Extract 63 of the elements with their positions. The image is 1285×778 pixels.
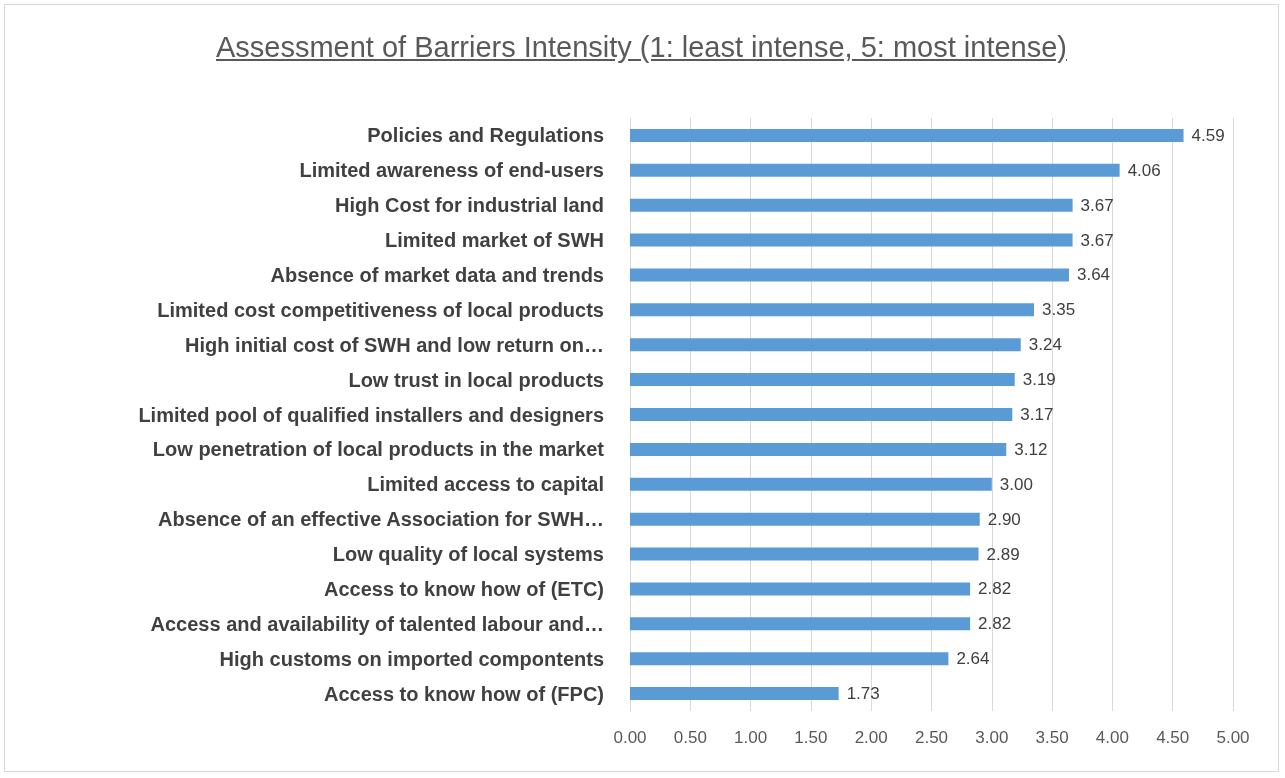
bar	[630, 512, 980, 526]
bar	[630, 303, 1035, 317]
y-tick-label: Limited access to capital	[367, 473, 604, 496]
bar	[630, 163, 1120, 177]
data-label: 2.82	[978, 614, 1012, 634]
y-tick-label: High initial cost of SWH and low return on…	[185, 333, 604, 356]
data-label: 2.64	[956, 649, 990, 669]
y-tick-label: High Cost for industrial land	[335, 194, 604, 217]
x-tick-label: 3.50	[1035, 728, 1069, 747]
x-tick-label: 1.50	[794, 728, 828, 747]
y-tick-label: Absence of an effective Association for SWH…	[157, 508, 604, 531]
bar	[630, 617, 971, 631]
x-tick-label: 2.50	[914, 728, 949, 747]
bar	[630, 338, 1021, 352]
y-tick-label: Access to know how of (FPC)	[323, 682, 604, 705]
data-label: 2.82	[978, 579, 1012, 599]
data-label: 3.12	[1014, 439, 1048, 459]
data-label: 4.59	[1191, 125, 1225, 145]
y-tick-label: Policies and Regulations	[367, 124, 604, 147]
x-tick-label: 3.00	[975, 728, 1009, 747]
x-tick-label: 2.00	[854, 728, 888, 747]
y-tick-label: Limited cost competitiveness of local products	[157, 298, 604, 321]
y-tick-label: Limited market of SWH	[385, 229, 604, 252]
x-tick-label: 5.00	[1216, 728, 1250, 747]
bar	[630, 547, 979, 561]
y-tick-label: High customs on imported compontents	[219, 647, 604, 670]
bar	[630, 652, 949, 666]
data-label: 2.90	[987, 509, 1021, 529]
data-label: 1.73	[846, 684, 880, 704]
x-tick-label: 0.50	[673, 728, 707, 747]
bar	[630, 582, 971, 596]
data-label: 3.17	[1020, 405, 1054, 424]
data-label: 3.67	[1080, 195, 1114, 215]
bar	[630, 442, 1007, 456]
bar	[630, 233, 1073, 247]
chart-title: Assessment of Barriers Intensity (1: least intense, 5: most intense)	[215, 31, 1068, 64]
y-tick-label: Low trust in local products	[348, 368, 604, 391]
data-label: 3.19	[1022, 370, 1056, 390]
x-tick-label: 4.00	[1095, 728, 1129, 747]
bar	[630, 408, 1013, 421]
bar	[630, 477, 992, 491]
data-label: 3.24	[1028, 335, 1062, 355]
y-tick-label: Low penetration of local products in the market	[152, 438, 605, 461]
data-label: 3.67	[1080, 230, 1114, 250]
y-tick-label: Limited awareness of end-users	[299, 159, 604, 182]
bar	[630, 198, 1073, 212]
x-tick-label: 0.00	[613, 728, 647, 747]
y-tick-label: Limited pool of qualified installers and designers	[138, 403, 604, 426]
x-tick-label: 1.00	[734, 728, 768, 747]
y-tick-label: Absence of market data and trends	[270, 263, 604, 286]
y-tick-label: Access and availability of talented labour and…	[150, 612, 604, 635]
data-label: 3.64	[1076, 265, 1111, 285]
data-label: 2.89	[986, 544, 1020, 564]
bar	[630, 268, 1069, 282]
y-tick-label: Access to know how of (ETC)	[323, 577, 604, 600]
bar	[630, 373, 1015, 387]
bar	[630, 687, 839, 701]
data-label: 4.06	[1127, 160, 1161, 180]
x-tick-label: 4.50	[1156, 728, 1190, 747]
data-label: 3.00	[999, 474, 1033, 494]
data-label: 3.35	[1042, 300, 1076, 320]
y-tick-label: Low quality of local systems	[332, 543, 604, 566]
bar	[630, 128, 1184, 142]
